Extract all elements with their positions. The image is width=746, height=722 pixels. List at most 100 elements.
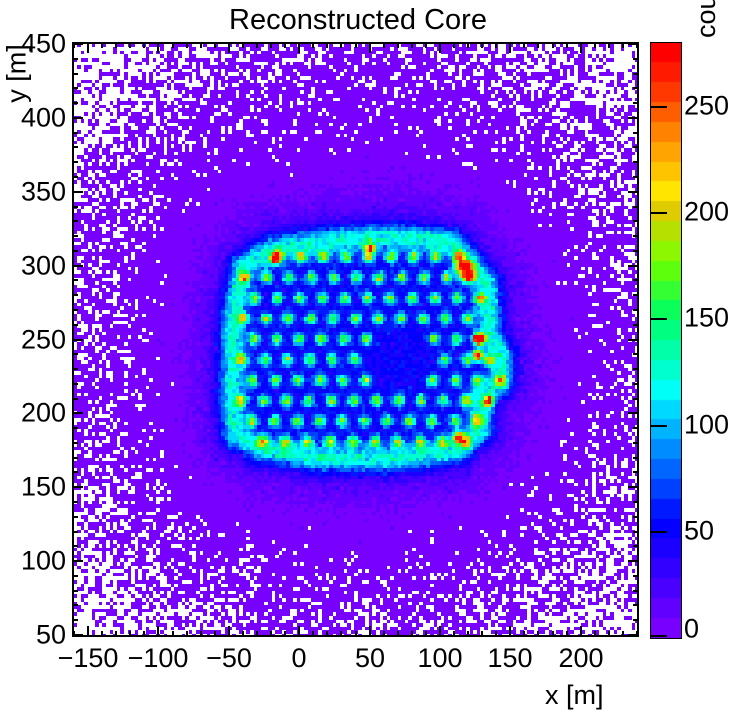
x-tick-label: −50 (206, 643, 252, 673)
y-tick (72, 43, 83, 45)
y-minor-tick (633, 457, 639, 459)
x-minor-tick (411, 631, 413, 637)
x-minor-tick (636, 42, 638, 48)
x-tick (87, 626, 89, 637)
y-minor-tick (72, 501, 78, 503)
x-minor-tick (186, 631, 188, 637)
colorbar-tick (650, 531, 667, 533)
x-minor-tick (566, 631, 568, 637)
x-minor-tick (340, 42, 342, 48)
y-minor-tick (72, 471, 78, 473)
y-minor-tick (72, 309, 78, 311)
colorbar-tick (650, 212, 667, 214)
page-title: Reconstructed Core (229, 4, 487, 36)
y-minor-tick (633, 353, 639, 355)
y-minor-tick (633, 531, 639, 533)
x-minor-tick (383, 631, 385, 637)
y-minor-tick (633, 250, 639, 252)
y-minor-tick (633, 132, 639, 134)
y-tick-label: 200 (20, 397, 66, 428)
colorbar (650, 42, 682, 639)
x-tick-label: 50 (354, 643, 386, 673)
x-minor-tick (172, 42, 174, 48)
y-minor-tick (633, 471, 639, 473)
y-tick (72, 412, 83, 414)
y-minor-tick (72, 531, 78, 533)
y-minor-tick (633, 516, 639, 518)
x-minor-tick (214, 631, 216, 637)
y-tick-label: 50 (35, 619, 66, 650)
x-minor-tick (355, 631, 357, 637)
y-minor-tick (72, 353, 78, 355)
x-minor-tick (73, 42, 75, 48)
y-minor-tick (633, 398, 639, 400)
x-tick (157, 626, 159, 637)
y-minor-tick (633, 161, 639, 163)
y-minor-tick (72, 132, 78, 134)
y-minor-tick (72, 161, 78, 163)
x-minor-tick (284, 42, 286, 48)
x-minor-tick (200, 42, 202, 48)
y-minor-tick (633, 176, 639, 178)
x-minor-tick (453, 42, 455, 48)
x-tick (580, 42, 582, 53)
y-minor-tick (633, 206, 639, 208)
x-tick (87, 42, 89, 53)
colorbar-tick-label: 150 (684, 302, 730, 333)
x-tick (369, 42, 371, 53)
x-minor-tick (594, 42, 596, 48)
y-tick (628, 117, 639, 119)
y-minor-tick (72, 220, 78, 222)
y-tick (628, 560, 639, 562)
x-minor-tick (200, 631, 202, 637)
x-minor-tick (129, 42, 131, 48)
x-minor-tick (383, 42, 385, 48)
x-minor-tick (214, 42, 216, 48)
y-minor-tick (72, 383, 78, 385)
y-tick (628, 339, 639, 341)
y-minor-tick (72, 590, 78, 592)
y-tick-label: 350 (20, 176, 66, 207)
y-minor-tick (72, 176, 78, 178)
y-minor-tick (72, 146, 78, 148)
x-tick-label: −100 (127, 643, 189, 673)
x-axis-title: x [m] (545, 680, 604, 710)
y-axis-title: y [m] (1, 44, 32, 103)
y-minor-tick (633, 87, 639, 89)
x-minor-tick (495, 42, 497, 48)
y-minor-tick (633, 294, 639, 296)
x-tick (509, 42, 511, 53)
y-tick (72, 191, 83, 193)
y-minor-tick (633, 501, 639, 503)
x-tick-label: 100 (417, 643, 463, 673)
y-tick (628, 634, 639, 636)
y-minor-tick (633, 442, 639, 444)
x-minor-tick (481, 42, 483, 48)
x-tick-label: −150 (57, 643, 119, 673)
x-minor-tick (270, 42, 272, 48)
y-tick-label: 150 (20, 471, 66, 502)
colorbar-title: count (691, 0, 721, 38)
x-minor-tick (552, 631, 554, 637)
x-minor-tick (312, 42, 314, 48)
x-tick (439, 626, 441, 637)
x-minor-tick (242, 42, 244, 48)
y-minor-tick (633, 324, 639, 326)
x-tick-label: 200 (558, 643, 604, 673)
y-tick (628, 265, 639, 267)
colorbar-tick-label: 250 (684, 90, 730, 121)
x-minor-tick (186, 42, 188, 48)
x-minor-tick (537, 42, 539, 48)
colorbar-tick (650, 318, 667, 320)
y-minor-tick (633, 545, 639, 547)
y-tick (72, 339, 83, 341)
x-minor-tick (115, 631, 117, 637)
x-tick-label: 0 (291, 643, 307, 673)
x-tick (228, 42, 230, 53)
x-minor-tick (172, 631, 174, 637)
y-minor-tick (72, 427, 78, 429)
y-tick-label: 300 (20, 250, 66, 281)
colorbar-tick-label: 100 (684, 409, 730, 440)
y-tick-label: 450 (20, 28, 66, 59)
y-minor-tick (633, 73, 639, 75)
